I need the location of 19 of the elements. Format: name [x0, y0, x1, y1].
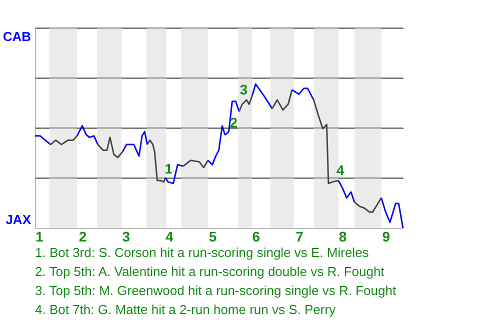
text: 4. Bot 7th: G. Matte hit a 2-run home run vs S. Perry: [35, 302, 336, 317]
x-tick-label: 4: [166, 228, 174, 244]
x-tick-label: 2: [78, 228, 87, 244]
x-tick-label: 6: [252, 228, 260, 244]
x-tick-label: 9: [382, 228, 390, 244]
x-tick-label: 7: [296, 228, 304, 244]
annotation: 3: [240, 81, 248, 98]
x-tick-label: 8: [338, 228, 347, 244]
text: 2. Top 5th: A. Valentine hit a run-scoring double vs R. Fought: [35, 264, 385, 279]
x-tick-label: 3: [122, 228, 130, 244]
annotation: 1: [164, 160, 173, 177]
x-tick-label: 1: [36, 228, 44, 244]
text: CAB: [2, 29, 31, 44]
text: JAX: [6, 212, 32, 227]
annotation: 2: [230, 114, 238, 130]
text: 3. Top 5th: M. Greenwood hit a run-scoring single vs R. Fought: [35, 283, 396, 298]
annotation: 4: [336, 162, 344, 178]
x-tick-label: 5: [208, 228, 217, 244]
text: 1. Bot 3rd: S. Corson hit a run-scoring single vs E. Mireles: [35, 245, 370, 260]
